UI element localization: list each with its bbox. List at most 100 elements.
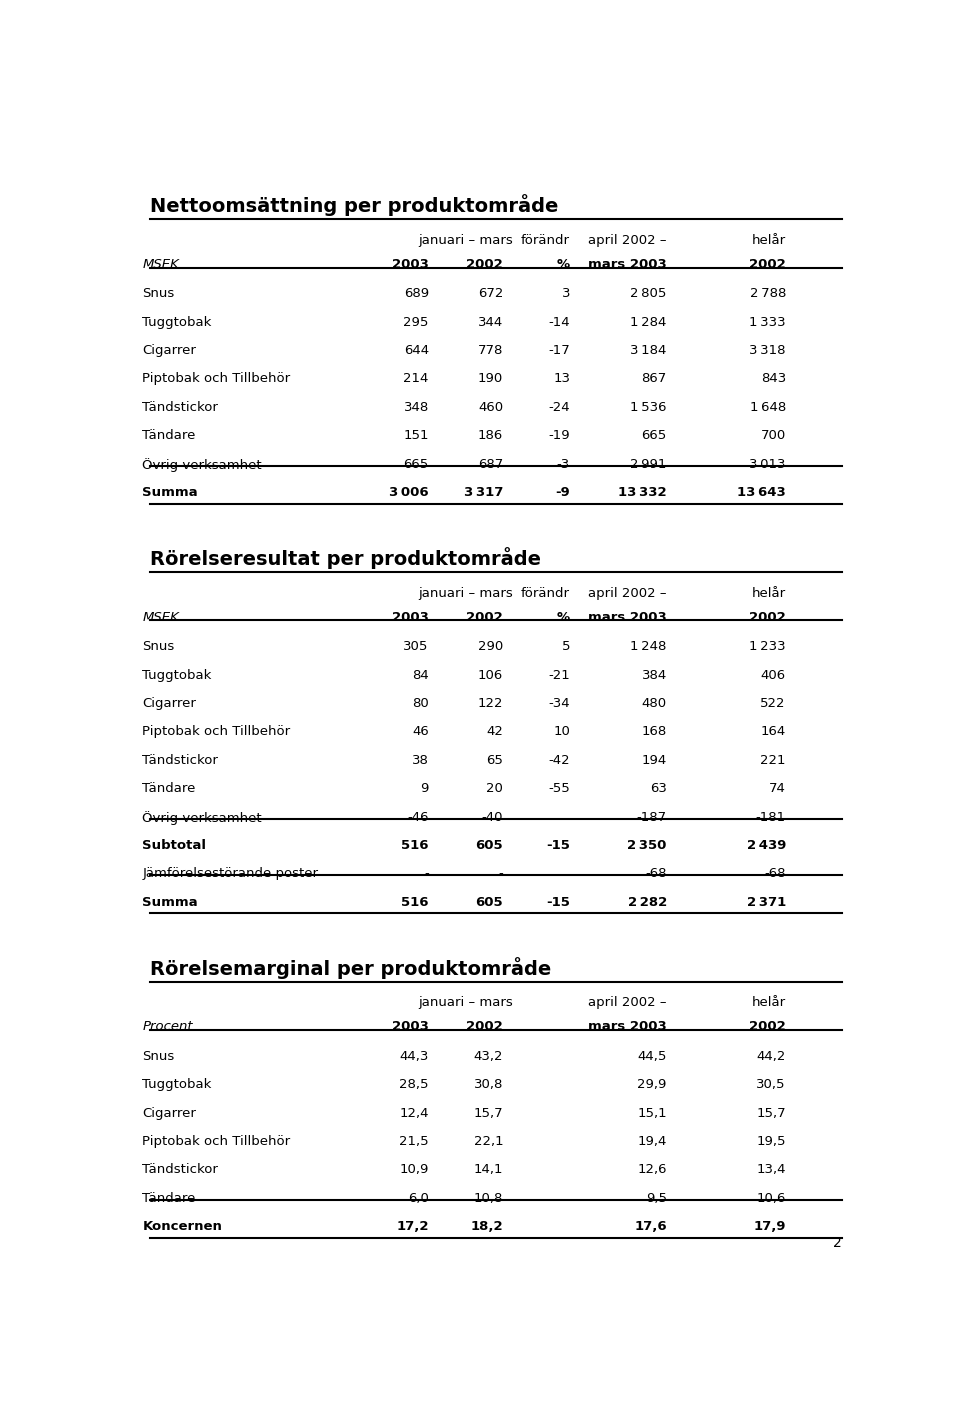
Text: mars 2003: mars 2003: [588, 610, 667, 623]
Text: 9: 9: [420, 782, 429, 795]
Text: 3 317: 3 317: [464, 487, 503, 499]
Text: Summa: Summa: [142, 487, 198, 499]
Text: 80: 80: [412, 697, 429, 710]
Text: -: -: [498, 867, 503, 880]
Text: 384: 384: [641, 668, 667, 681]
Text: 2 991: 2 991: [631, 458, 667, 471]
Text: Tändare: Tändare: [142, 1192, 196, 1205]
Text: -40: -40: [482, 810, 503, 823]
Text: helår: helår: [752, 586, 786, 600]
Text: förändr: förändr: [521, 234, 570, 247]
Text: Tuggtobak: Tuggtobak: [142, 315, 212, 329]
Text: 44,3: 44,3: [399, 1050, 429, 1063]
Text: 9,5: 9,5: [646, 1192, 667, 1205]
Text: 164: 164: [760, 725, 786, 738]
Text: -17: -17: [548, 343, 570, 358]
Text: 17,9: 17,9: [754, 1220, 786, 1233]
Text: Cigarrer: Cigarrer: [142, 343, 196, 358]
Text: 10,8: 10,8: [474, 1192, 503, 1205]
Text: 2: 2: [833, 1236, 842, 1250]
Text: -181: -181: [756, 810, 786, 823]
Text: 672: 672: [478, 287, 503, 301]
Text: Koncernen: Koncernen: [142, 1220, 222, 1233]
Text: Tändare: Tändare: [142, 429, 196, 443]
Text: 2002: 2002: [467, 258, 503, 271]
Text: 214: 214: [403, 372, 429, 386]
Text: 460: 460: [478, 400, 503, 414]
Text: 18,2: 18,2: [470, 1220, 503, 1233]
Text: -21: -21: [548, 668, 570, 681]
Text: 3 318: 3 318: [750, 343, 786, 358]
Text: -46: -46: [407, 810, 429, 823]
Text: Cigarrer: Cigarrer: [142, 697, 196, 710]
Text: 2 371: 2 371: [747, 895, 786, 908]
Text: 10,9: 10,9: [399, 1164, 429, 1176]
Text: 106: 106: [478, 668, 503, 681]
Text: 778: 778: [478, 343, 503, 358]
Text: 44,2: 44,2: [756, 1050, 786, 1063]
Text: januari – mars: januari – mars: [419, 234, 514, 247]
Text: MSEK: MSEK: [142, 258, 180, 271]
Text: Snus: Snus: [142, 640, 175, 653]
Text: 3 006: 3 006: [389, 487, 429, 499]
Text: Tändstickor: Tändstickor: [142, 1164, 218, 1176]
Text: 20: 20: [487, 782, 503, 795]
Text: 46: 46: [412, 725, 429, 738]
Text: 3 013: 3 013: [750, 458, 786, 471]
Text: mars 2003: mars 2003: [588, 258, 667, 271]
Text: Piptobak och Tillbehör: Piptobak och Tillbehör: [142, 1135, 291, 1148]
Text: -55: -55: [548, 782, 570, 795]
Text: 14,1: 14,1: [473, 1164, 503, 1176]
Text: 689: 689: [403, 287, 429, 301]
Text: -19: -19: [548, 429, 570, 443]
Text: 2002: 2002: [467, 1020, 503, 1033]
Text: 344: 344: [478, 315, 503, 329]
Text: 5: 5: [562, 640, 570, 653]
Text: Tuggtobak: Tuggtobak: [142, 668, 212, 681]
Text: Jämförelsestörande poster: Jämförelsestörande poster: [142, 867, 319, 880]
Text: Tändstickor: Tändstickor: [142, 400, 218, 414]
Text: 13 643: 13 643: [737, 487, 786, 499]
Text: 516: 516: [401, 895, 429, 908]
Text: -68: -68: [645, 867, 667, 880]
Text: 2 439: 2 439: [747, 839, 786, 851]
Text: 10: 10: [553, 725, 570, 738]
Text: april 2002 –: april 2002 –: [588, 234, 667, 247]
Text: 19,5: 19,5: [756, 1135, 786, 1148]
Text: 84: 84: [412, 668, 429, 681]
Text: 10,6: 10,6: [756, 1192, 786, 1205]
Text: %: %: [557, 610, 570, 623]
Text: 21,5: 21,5: [399, 1135, 429, 1148]
Text: Rörelseresultat per produktområde: Rörelseresultat per produktområde: [150, 548, 540, 569]
Text: 63: 63: [650, 782, 667, 795]
Text: 194: 194: [641, 753, 667, 766]
Text: 605: 605: [475, 895, 503, 908]
Text: 44,5: 44,5: [637, 1050, 667, 1063]
Text: 700: 700: [760, 429, 786, 443]
Text: 29,9: 29,9: [637, 1078, 667, 1091]
Text: 13: 13: [553, 372, 570, 386]
Text: 1 248: 1 248: [631, 640, 667, 653]
Text: 42: 42: [487, 725, 503, 738]
Text: Subtotal: Subtotal: [142, 839, 206, 851]
Text: 2002: 2002: [749, 1020, 786, 1033]
Text: 1 284: 1 284: [631, 315, 667, 329]
Text: januari – mars: januari – mars: [419, 996, 514, 1009]
Text: Cigarrer: Cigarrer: [142, 1107, 196, 1120]
Text: 605: 605: [475, 839, 503, 851]
Text: Piptobak och Tillbehör: Piptobak och Tillbehör: [142, 725, 291, 738]
Text: Piptobak och Tillbehör: Piptobak och Tillbehör: [142, 372, 291, 386]
Text: 221: 221: [760, 753, 786, 766]
Text: helår: helår: [752, 996, 786, 1009]
Text: 15,7: 15,7: [756, 1107, 786, 1120]
Text: 522: 522: [760, 697, 786, 710]
Text: 665: 665: [641, 429, 667, 443]
Text: 19,4: 19,4: [637, 1135, 667, 1148]
Text: 2003: 2003: [392, 1020, 429, 1033]
Text: Nettoomsättning per produktområde: Nettoomsättning per produktområde: [150, 194, 558, 216]
Text: januari – mars: januari – mars: [419, 586, 514, 600]
Text: 43,2: 43,2: [473, 1050, 503, 1063]
Text: MSEK: MSEK: [142, 610, 180, 623]
Text: förändr: förändr: [521, 586, 570, 600]
Text: 12,4: 12,4: [399, 1107, 429, 1120]
